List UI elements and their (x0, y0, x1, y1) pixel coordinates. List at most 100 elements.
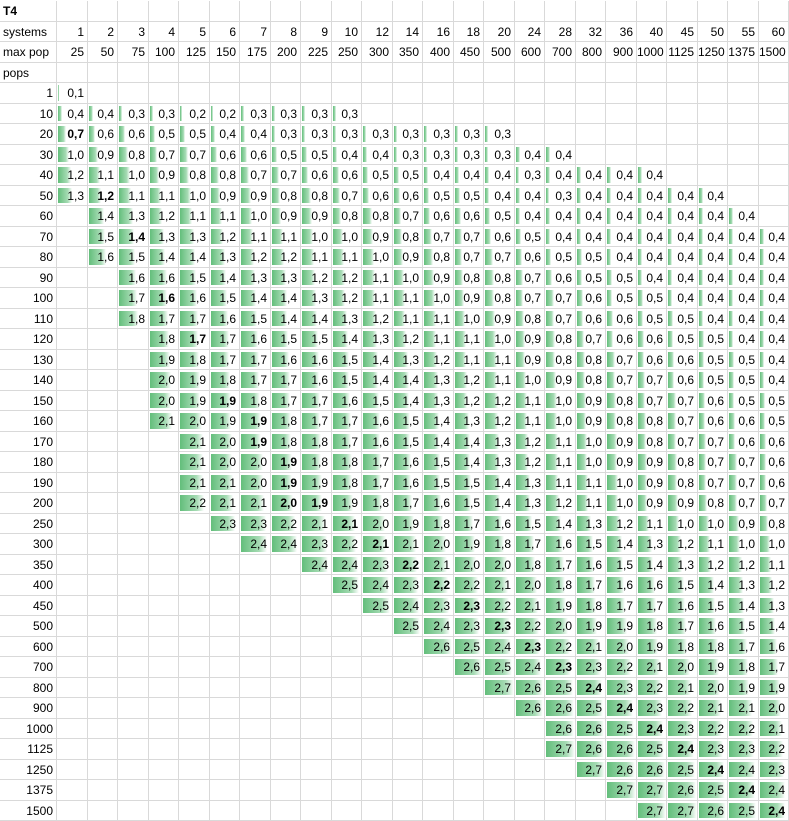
value-cell[interactable]: 1,5 (423, 452, 454, 473)
value-cell[interactable]: 2,0 (606, 637, 637, 657)
empty-cell[interactable] (118, 473, 149, 493)
empty-cell[interactable] (423, 1, 454, 22)
pops-row-label[interactable]: 90 (0, 268, 57, 288)
value-cell[interactable]: 1,0 (118, 165, 149, 186)
value-cell[interactable]: 1,5 (332, 350, 362, 370)
empty-cell[interactable] (728, 145, 759, 165)
empty-cell[interactable] (362, 104, 393, 124)
empty-cell[interactable] (88, 719, 118, 739)
empty-cell[interactable] (57, 596, 88, 616)
systems-header-cell[interactable]: 60 (759, 22, 789, 42)
max-pop-header-cell[interactable]: 75 (118, 42, 149, 63)
value-cell[interactable]: 0,5 (698, 329, 728, 350)
value-cell[interactable]: 0,9 (454, 288, 484, 309)
empty-cell[interactable] (728, 165, 759, 186)
value-cell[interactable]: 1,1 (179, 206, 210, 227)
empty-cell[interactable] (118, 493, 149, 514)
empty-cell[interactable] (515, 124, 545, 145)
max-pop-header-cell[interactable]: 175 (240, 42, 271, 63)
empty-cell[interactable] (240, 780, 271, 801)
value-cell[interactable]: 0,5 (393, 165, 423, 186)
value-cell[interactable]: 1,0 (362, 247, 393, 268)
value-cell[interactable]: 1,5 (423, 473, 454, 493)
empty-cell[interactable] (362, 719, 393, 739)
value-cell[interactable]: 0,3 (454, 124, 484, 145)
value-cell[interactable]: 1,0 (606, 493, 637, 514)
empty-cell[interactable] (301, 575, 332, 596)
empty-cell[interactable] (667, 124, 698, 145)
pops-row-label[interactable]: 1500 (0, 801, 57, 821)
value-cell[interactable]: 1,1 (423, 329, 454, 350)
value-cell[interactable]: 0,9 (576, 391, 606, 411)
value-cell[interactable]: 2,3 (515, 637, 545, 657)
value-cell[interactable]: 1,4 (362, 370, 393, 391)
empty-cell[interactable] (210, 534, 240, 555)
value-cell[interactable]: 1,1 (454, 329, 484, 350)
empty-cell[interactable] (88, 698, 118, 719)
value-cell[interactable]: 2,4 (667, 739, 698, 760)
empty-cell[interactable] (332, 83, 362, 104)
value-cell[interactable]: 1,5 (698, 596, 728, 616)
empty-cell[interactable] (240, 719, 271, 739)
empty-cell[interactable] (57, 780, 88, 801)
value-cell[interactable]: 0,9 (515, 329, 545, 350)
empty-cell[interactable] (515, 1, 545, 22)
empty-cell[interactable] (423, 104, 454, 124)
empty-cell[interactable] (88, 1, 118, 22)
value-cell[interactable]: 2,1 (210, 493, 240, 514)
empty-cell[interactable] (240, 1, 271, 22)
systems-header-cell[interactable]: 1 (57, 22, 88, 42)
empty-cell[interactable] (301, 760, 332, 780)
empty-cell[interactable] (240, 63, 271, 83)
empty-cell[interactable] (454, 801, 484, 821)
value-cell[interactable]: 1,3 (728, 575, 759, 596)
value-cell[interactable]: 2,2 (271, 514, 301, 534)
value-cell[interactable]: 1,4 (698, 575, 728, 596)
empty-cell[interactable] (393, 63, 423, 83)
value-cell[interactable]: 1,7 (362, 452, 393, 473)
value-cell[interactable]: 2,3 (698, 739, 728, 760)
empty-cell[interactable] (423, 63, 454, 83)
value-cell[interactable]: 2,2 (179, 493, 210, 514)
empty-cell[interactable] (88, 555, 118, 575)
empty-cell[interactable] (179, 780, 210, 801)
empty-cell[interactable] (332, 678, 362, 698)
empty-cell[interactable] (393, 719, 423, 739)
value-cell[interactable]: 0,4 (332, 145, 362, 165)
value-cell[interactable]: 0,9 (271, 206, 301, 227)
empty-cell[interactable] (149, 514, 179, 534)
empty-cell[interactable] (484, 780, 515, 801)
value-cell[interactable]: 2,4 (423, 616, 454, 637)
value-cell[interactable]: 1,5 (515, 514, 545, 534)
value-cell[interactable]: 0,4 (698, 206, 728, 227)
value-cell[interactable]: 2,1 (759, 719, 789, 739)
value-cell[interactable]: 1,9 (301, 473, 332, 493)
pops-row-label[interactable]: 60 (0, 206, 57, 227)
empty-cell[interactable] (301, 616, 332, 637)
value-cell[interactable]: 1,7 (606, 596, 637, 616)
value-cell[interactable]: 1,9 (210, 391, 240, 411)
value-cell[interactable]: 2,7 (576, 760, 606, 780)
value-cell[interactable]: 1,1 (576, 473, 606, 493)
value-cell[interactable]: 2,2 (484, 596, 515, 616)
value-cell[interactable]: 0,6 (728, 411, 759, 432)
value-cell[interactable]: 1,2 (728, 555, 759, 575)
value-cell[interactable]: 0,8 (698, 493, 728, 514)
empty-cell[interactable] (484, 760, 515, 780)
empty-cell[interactable] (149, 493, 179, 514)
value-cell[interactable]: 1,3 (301, 288, 332, 309)
value-cell[interactable]: 1,3 (515, 493, 545, 514)
value-cell[interactable]: 2,0 (362, 514, 393, 534)
value-cell[interactable]: 2,1 (423, 555, 454, 575)
value-cell[interactable]: 1,4 (484, 493, 515, 514)
value-cell[interactable]: 1,9 (240, 432, 271, 452)
value-cell[interactable]: 2,7 (637, 780, 667, 801)
value-cell[interactable]: 0,6 (667, 350, 698, 370)
empty-cell[interactable] (118, 63, 149, 83)
empty-cell[interactable] (301, 637, 332, 657)
value-cell[interactable]: 2,1 (728, 698, 759, 719)
empty-cell[interactable] (393, 1, 423, 22)
empty-cell[interactable] (57, 493, 88, 514)
value-cell[interactable]: 2,6 (454, 657, 484, 678)
